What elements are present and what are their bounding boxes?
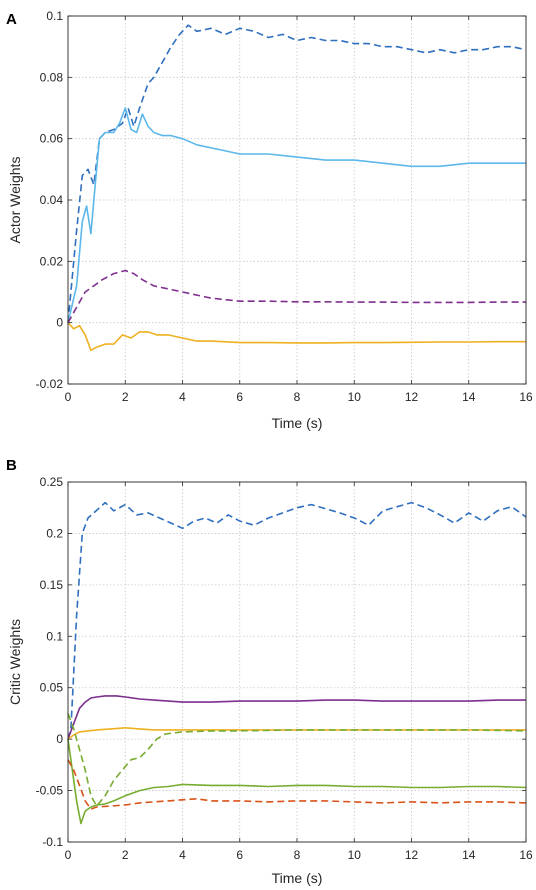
x-tick-label: 14 (462, 848, 476, 862)
y-tick-label: 0.05 (40, 681, 64, 695)
x-tick-label: 16 (519, 848, 533, 862)
series-line-1 (67, 501, 527, 740)
y-tick-label: 0.1 (46, 9, 63, 23)
x-axis-label: Time (s) (272, 415, 323, 431)
critic-weights-chart: 0 2 4 6 8 10 12 14 16 -0.1 -0.05 0 0.05 0.1 0.15 0.2 0.2… (6, 457, 533, 886)
x-tick-label: 6 (236, 390, 243, 404)
x-tick-label: 4 (179, 390, 186, 404)
y-tick-label: 0 (56, 732, 63, 746)
series-line-2 (67, 695, 526, 740)
x-tick-label: 10 (348, 848, 362, 862)
y-tick-label: 0.02 (40, 254, 64, 268)
x-tick-label: 10 (348, 390, 362, 404)
y-tick-label: 0.1 (46, 629, 63, 643)
x-tick-label: 0 (65, 848, 72, 862)
y-axis-label: Actor Weights (7, 157, 23, 244)
x-tick-label: 12 (405, 390, 419, 404)
panel-label: B (6, 457, 17, 474)
series-line-4 (67, 322, 526, 352)
x-tick-label: 0 (65, 390, 72, 404)
y-axis-label: Critic Weights (7, 619, 23, 705)
panel-label: A (6, 11, 17, 28)
x-tick-label: 16 (519, 390, 533, 404)
series-line-4 (67, 713, 527, 807)
y-tick-label: 0.06 (40, 132, 64, 146)
y-tick-label: 0.04 (40, 193, 64, 207)
x-tick-label: 2 (122, 390, 129, 404)
y-tick-label: 0 (56, 316, 63, 330)
x-tick-label: 2 (122, 848, 129, 862)
y-tick-label: 0.08 (40, 70, 64, 84)
y-tick-label: -0.05 (36, 784, 64, 798)
y-tick-label: -0.1 (42, 835, 63, 849)
x-axis-label: Time (s) (272, 870, 323, 886)
y-tick-label: 0.15 (40, 578, 64, 592)
series-line-3 (67, 269, 526, 324)
actor-weights-chart: 0 2 4 6 8 10 12 14 16-0.0200.020.040.060.080.1Ti… (6, 9, 533, 431)
y-tick-label: 0.25 (40, 475, 64, 489)
series-line-5 (67, 738, 527, 825)
x-tick-label: 8 (294, 848, 301, 862)
series-line-6 (67, 759, 527, 810)
x-tick-label: 14 (462, 390, 476, 404)
y-tick-label: -0.02 (36, 377, 64, 391)
series-line-1 (67, 24, 527, 323)
series-line-2 (67, 107, 526, 323)
y-tick-label: 0.2 (46, 526, 63, 540)
x-tick-label: 6 (236, 848, 243, 862)
x-tick-label: 12 (405, 848, 419, 862)
x-tick-label: 4 (179, 848, 186, 862)
x-tick-label: 8 (294, 390, 301, 404)
